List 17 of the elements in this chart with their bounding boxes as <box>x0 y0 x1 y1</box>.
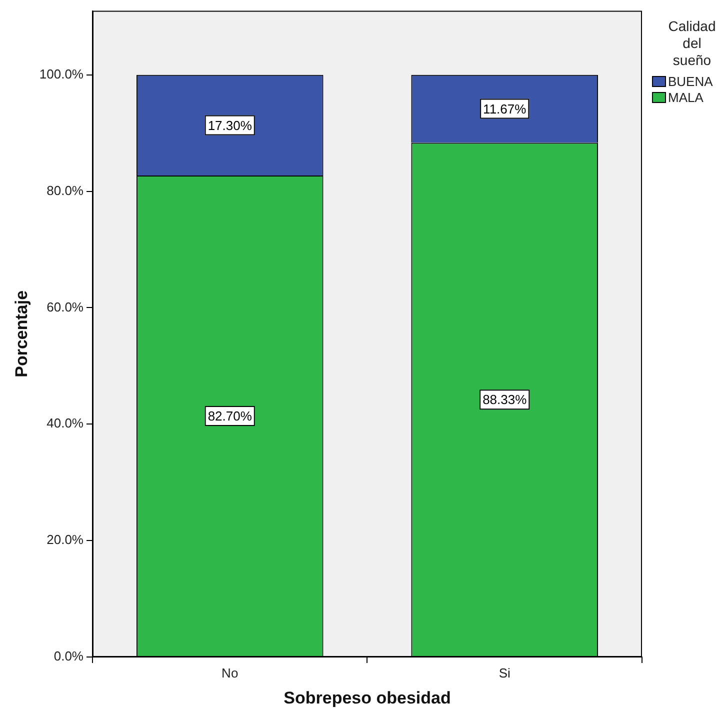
data-label: 82.70% <box>208 408 252 424</box>
y-tick-label: 100.0% <box>39 66 84 82</box>
legend-title: Calidad del sueño <box>667 18 717 69</box>
legend-label: BUENA <box>668 74 713 88</box>
y-tick-label: 40.0% <box>46 416 84 431</box>
data-label: 11.67% <box>483 101 527 116</box>
x-tick-label: Si <box>498 665 511 680</box>
data-label: 88.33% <box>482 392 528 408</box>
y-tick-label: 80.0% <box>46 182 84 198</box>
data-label: 17.30% <box>208 118 252 133</box>
y-tick-label: 0.0% <box>54 648 84 664</box>
x-axis-title: Sobrepeso obesidad <box>284 688 451 708</box>
text: MALA <box>668 90 704 104</box>
y-tick-label: 20.0% <box>46 532 84 548</box>
y-tick-label: 60.0% <box>46 299 84 314</box>
x-tick-label: No <box>222 665 238 680</box>
y-axis-title: Porcentaje <box>12 290 31 378</box>
